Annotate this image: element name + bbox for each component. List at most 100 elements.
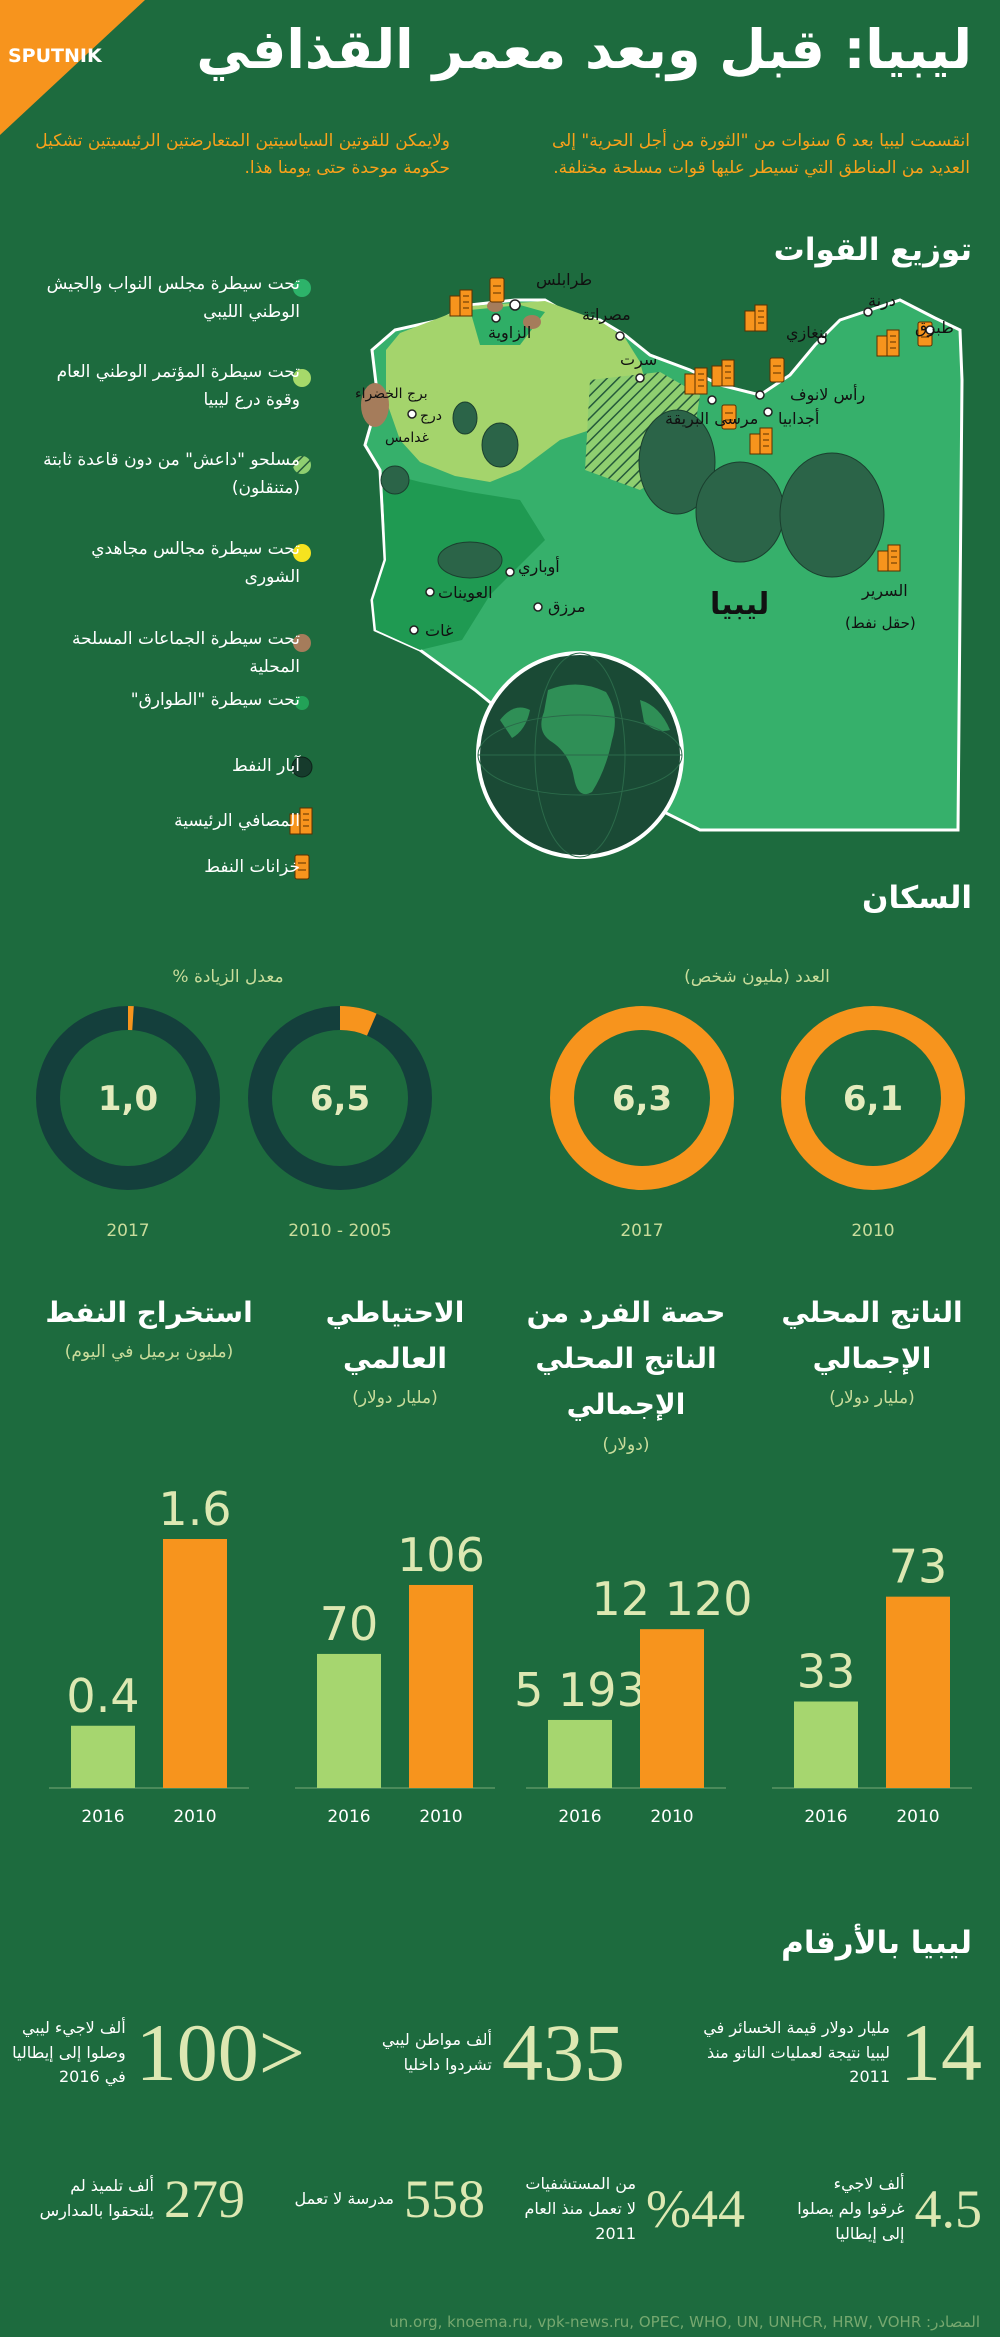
number-block: 558 مدرسة لا تعمل — [284, 2172, 485, 2226]
oil-field — [695, 461, 785, 563]
legend-label: تحت سيطرة المؤتمر الوطني العام وقوة درع … — [56, 362, 300, 411]
chart-title: استخراج النفط — [45, 1296, 253, 1329]
year-label: 2016 — [558, 1807, 601, 1827]
number-block: 4.5 ألف لاجيء غرقوا ولم يصلوا إلى إيطاليا — [795, 2172, 983, 2246]
number-text: ألف لاجيء ليبي وصلوا إلى إيطاليا في 2016 — [12, 2017, 126, 2087]
bar — [317, 1653, 381, 1788]
number-text: مليار دولار قيمة الخسائر في ليبيا نتيجة … — [703, 2017, 890, 2087]
number-value: %44 — [646, 2179, 745, 2240]
title: ليبيا: قبل وبعد معمر القذافي — [196, 18, 972, 81]
city-markers — [407, 299, 935, 635]
section-title: السكان — [862, 880, 972, 916]
legend-label: تحت سيطرة الجماعات المسلحة المحلية — [71, 629, 300, 678]
legend-label: المصافي الرئيسية — [174, 811, 300, 831]
number-block: 279 ألف تلميذ لم يلتحقوا بالمدارس — [24, 2172, 245, 2226]
city-label: غات — [425, 621, 453, 640]
legend-label: مسلحو "داعش" من دون قاعدة ثابتة (متنقلون… — [43, 450, 300, 499]
map: طرابلس الزاوية مصراتة سرت بنغازي درنة طب… — [355, 270, 964, 859]
year-label: 2017 — [620, 1221, 663, 1241]
year-label: 2010 — [896, 1807, 939, 1827]
city-label: مصراتة — [582, 305, 631, 325]
oil-field — [481, 422, 519, 468]
chart-subtitle: (مليون برميل في اليوم) — [64, 1342, 234, 1363]
local-groups-region — [487, 300, 503, 312]
bar — [409, 1584, 473, 1788]
city-label: درج — [420, 408, 442, 424]
number-value: 279 — [164, 2169, 245, 2229]
city-label: برج الخضراء — [355, 386, 428, 402]
hor-region — [470, 305, 545, 345]
local-groups-region — [523, 315, 541, 329]
number-value: 4.5 — [914, 2179, 983, 2240]
oil-field — [452, 401, 478, 435]
donut-ring — [781, 1006, 965, 1190]
charts: العدد (مليون شخص) 6,1 2010 6,3 2017 معدل الزي… — [36, 967, 972, 1827]
number-value: 14 — [900, 2007, 982, 2098]
bar — [640, 1629, 704, 1788]
oil-field — [779, 452, 885, 578]
gnc-region — [386, 301, 650, 482]
number-block: 100> ألف لاجيء ليبي وصلوا إلى إيطاليا في … — [0, 2012, 305, 2094]
value-label: 6,3 — [612, 1079, 672, 1119]
value-label: 6,1 — [843, 1079, 903, 1119]
value-label: 73 — [889, 1540, 948, 1594]
oil-field — [380, 465, 410, 495]
local-groups-region — [361, 383, 389, 427]
intro-text: انقسمت ليبيا بعد 6 سنوات من "الثورة من أ… — [551, 131, 970, 179]
year-label: 2016 — [327, 1807, 370, 1827]
year-label: 2010 — [851, 1221, 894, 1241]
number-value: 100> — [135, 2007, 305, 2098]
value-label: 1.6 — [158, 1482, 231, 1536]
chart-title: معدل الزيادة % — [172, 967, 283, 987]
city-label: سرت — [620, 350, 657, 370]
city-label: (حقل نفط) — [845, 614, 916, 632]
year-label: 2010 — [173, 1807, 216, 1827]
value-label: 0.4 — [66, 1669, 139, 1723]
value-label: 106 — [397, 1528, 485, 1582]
section-title: ليبيا بالأرقام — [781, 1925, 972, 1961]
value-label: 6,5 — [310, 1079, 370, 1119]
chart-header: استخراج النفط (مليون برميل في اليوم) — [29, 1290, 269, 1362]
legend-label: خزانات النفط — [204, 857, 300, 877]
year-label: 2016 — [804, 1807, 847, 1827]
city-label: درنة — [868, 291, 896, 311]
chart-header: الناتج المحلي الإجمالي (مليار دولار) — [752, 1290, 992, 1408]
value-label: 33 — [797, 1645, 856, 1699]
chart-title: العدد (مليون شخص) — [684, 967, 830, 987]
country-label: ليبيا — [710, 587, 769, 622]
number-text: من المستشفيات لا تعمل منذ العام 2011 — [524, 2174, 637, 2243]
brand: SPUTNIK — [8, 45, 103, 67]
bar — [794, 1701, 858, 1788]
chart-header: حصة الفرد من الناتج المحلي الإجمالي (دولا… — [506, 1290, 746, 1455]
city-label: غدامس — [385, 430, 429, 446]
year-label: 2016 — [81, 1807, 124, 1827]
value-label: 5 193 — [514, 1663, 646, 1717]
oil-field — [437, 541, 503, 579]
number-block: 14 مليار دولار قيمة الخسائر في ليبيا نتيج… — [700, 2012, 982, 2094]
year-label: 2010 - 2005 — [288, 1221, 391, 1241]
brand-badge — [0, 0, 145, 135]
value-label: 12 120 — [592, 1572, 753, 1626]
year-label: 2010 — [650, 1807, 693, 1827]
number-text: ألف لاجيء غرقوا ولم يصلوا إلى إيطاليا — [797, 2174, 905, 2243]
chart-title: حصة الفرد من الناتج المحلي الإجمالي — [526, 1296, 726, 1422]
city-label: الزاوية — [488, 323, 531, 343]
chart-subtitle: (دولار) — [602, 1434, 650, 1455]
city-label: طرابلس — [536, 270, 592, 290]
city-label: مرسى البريقة — [665, 409, 758, 429]
city-label: رأس لانوف — [790, 384, 865, 405]
oil-field — [638, 409, 716, 515]
year-label: 2010 — [419, 1807, 462, 1827]
number-value: 435 — [502, 2007, 625, 2098]
number-block: 435 ألف مواطن ليبي تشردوا داخليا — [352, 2012, 625, 2094]
chart-header: الاحتياطي العالمي (مليار دولار) — [275, 1290, 515, 1408]
chart-title: الناتج المحلي الإجمالي — [781, 1296, 963, 1376]
bar — [886, 1596, 950, 1788]
chart-subtitle: (مليار دولار) — [352, 1388, 438, 1409]
globe — [476, 651, 684, 859]
number-text: ألف تلميذ لم يلتحقوا بالمدارس — [39, 2176, 154, 2220]
chart-subtitle: (مليار دولار) — [829, 1388, 915, 1409]
bar — [163, 1539, 227, 1788]
city-label: السرير — [861, 581, 908, 601]
